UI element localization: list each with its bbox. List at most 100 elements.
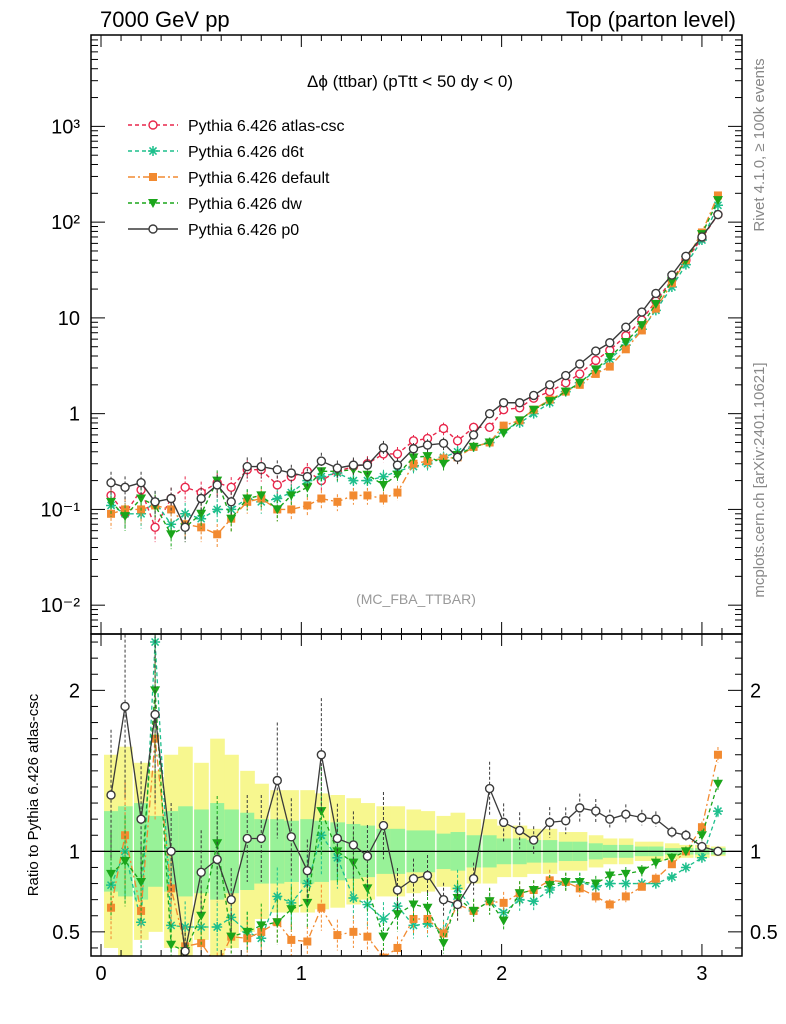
y-tick-label: 10⁻¹ xyxy=(41,499,81,521)
data-point xyxy=(498,428,509,438)
ratio-point xyxy=(332,852,343,863)
data-point xyxy=(392,449,403,459)
ratio-point xyxy=(438,894,449,905)
data-point xyxy=(213,530,222,539)
ratio-point xyxy=(166,846,176,857)
data-point xyxy=(272,493,283,504)
data-point xyxy=(196,509,207,519)
ratio-point xyxy=(362,851,373,861)
ratio-point xyxy=(302,898,313,908)
legend-marker xyxy=(148,224,158,234)
ratio-point xyxy=(667,860,676,869)
ratio-point xyxy=(681,830,691,840)
ratio-point xyxy=(713,846,723,857)
ratio-point xyxy=(408,900,419,910)
data-point xyxy=(180,522,190,533)
main-panel-title: Δϕ (ttbar) (pTtt < 50 dy < 0) xyxy=(307,72,513,91)
ratio-point xyxy=(621,892,630,901)
data-point xyxy=(287,505,296,514)
ratio-point xyxy=(637,812,647,823)
rivet-label: Rivet 4.1.0, ≥ 100k events xyxy=(751,58,768,231)
analysis-tag: (MC_FBA_TTBAR) xyxy=(356,591,476,607)
ratio-point xyxy=(620,869,631,879)
data-point xyxy=(575,359,585,369)
main-series-line xyxy=(110,214,719,529)
y-tick-label: 10³ xyxy=(51,116,80,138)
header-right: Top (parton level) xyxy=(566,7,736,32)
data-point xyxy=(498,398,509,408)
data-point xyxy=(499,421,508,430)
ratio-point xyxy=(591,892,600,901)
ratio-y-tick-label-right: 2 xyxy=(750,680,761,702)
data-point xyxy=(392,460,403,470)
main-series-line xyxy=(110,199,719,536)
ratio-point xyxy=(196,911,207,921)
ratio-point xyxy=(348,893,359,904)
data-point xyxy=(438,438,449,449)
data-point xyxy=(212,504,223,515)
data-point xyxy=(120,512,131,522)
ratio-point xyxy=(181,942,190,951)
ratio-point xyxy=(303,937,312,946)
ratio-y-tick-label-right: 1 xyxy=(750,841,761,863)
ratio-point xyxy=(106,869,117,879)
data-point xyxy=(651,288,661,299)
ratio-point xyxy=(392,885,403,895)
data-point xyxy=(226,514,237,524)
ratio-point xyxy=(528,885,539,895)
ratio-point xyxy=(302,878,313,889)
ratio-point xyxy=(212,922,223,933)
data-point xyxy=(408,444,419,454)
ratio-point xyxy=(468,906,479,916)
ratio-point xyxy=(212,854,222,865)
data-point xyxy=(560,387,571,397)
ratio-point xyxy=(378,913,389,924)
data-point xyxy=(333,497,342,506)
ratio-point xyxy=(136,814,146,824)
ratio-ylabel: Ratio to Pythia 6.426 atlas-csc xyxy=(25,693,42,896)
ratio-point xyxy=(528,835,539,845)
data-point xyxy=(452,436,463,446)
data-point xyxy=(272,505,283,515)
data-point xyxy=(362,475,373,486)
data-point xyxy=(303,501,312,510)
data-point xyxy=(362,460,373,470)
ratio-point xyxy=(137,906,146,915)
data-point xyxy=(363,491,372,500)
ratio-point xyxy=(651,814,661,824)
legend: Pythia 6.426 atlas-csc Pythia 6.426 d6t Py… xyxy=(128,118,345,239)
ratio-point xyxy=(333,931,342,940)
plot-frames xyxy=(90,34,743,957)
ratio-point xyxy=(620,878,631,889)
data-point xyxy=(166,493,176,504)
ratio-point xyxy=(452,899,463,910)
data-point xyxy=(150,522,160,533)
ratio-point xyxy=(575,803,585,813)
ratio-point xyxy=(120,857,131,867)
ratio-frame xyxy=(90,633,743,957)
y-tick-label: 10⁻² xyxy=(41,595,81,617)
data-point xyxy=(302,483,313,493)
legend-marker xyxy=(148,199,158,208)
ratio-point xyxy=(348,840,359,850)
data-point xyxy=(392,470,403,480)
main-series-line xyxy=(110,195,719,536)
data-point xyxy=(226,482,236,493)
ratio-point xyxy=(226,932,237,942)
ratio-point xyxy=(696,831,707,841)
ratio-point xyxy=(514,889,525,899)
ratio-point xyxy=(422,903,433,913)
data-point xyxy=(226,497,236,507)
data-point xyxy=(712,200,723,211)
data-point xyxy=(636,321,647,331)
ratio-point xyxy=(272,918,283,928)
ratio-point xyxy=(696,852,707,863)
data-point xyxy=(544,397,555,407)
ratio-point xyxy=(713,750,722,759)
ratio-point xyxy=(378,820,389,831)
ratio-point xyxy=(574,877,585,887)
ratio-point xyxy=(120,701,130,712)
data-point xyxy=(528,390,539,401)
ratio-point xyxy=(106,790,116,800)
data-point xyxy=(452,452,463,463)
